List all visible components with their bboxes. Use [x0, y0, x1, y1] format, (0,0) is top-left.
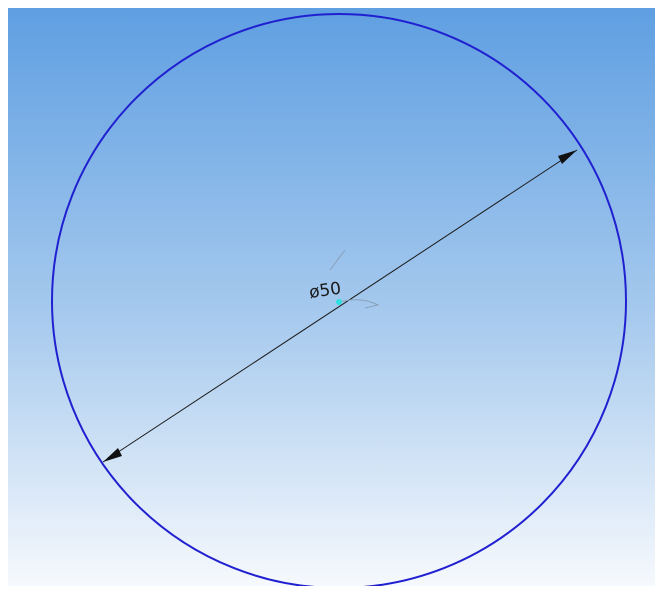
arrowhead: [103, 448, 122, 462]
leader-hint: [339, 299, 380, 309]
center-point: [336, 299, 342, 305]
dimension-label: ø50: [308, 279, 343, 303]
circle: [51, 13, 627, 586]
dimension-line: [102, 149, 578, 463]
arrowhead: [558, 150, 577, 164]
leader-hint: [329, 249, 346, 271]
